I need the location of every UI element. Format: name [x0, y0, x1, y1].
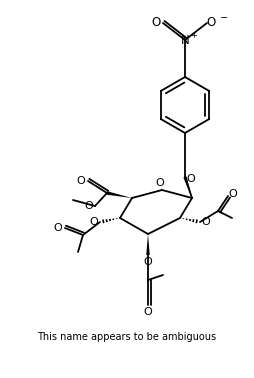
Text: O: O: [144, 257, 152, 267]
Text: O: O: [54, 223, 62, 233]
Text: O: O: [85, 201, 93, 211]
Text: O: O: [229, 189, 237, 199]
Text: O: O: [187, 174, 195, 184]
Text: −: −: [220, 13, 228, 23]
Text: +: +: [190, 31, 197, 39]
Polygon shape: [146, 234, 150, 255]
Text: O: O: [202, 217, 210, 227]
Polygon shape: [183, 177, 192, 198]
Text: O: O: [90, 217, 98, 227]
Text: O: O: [156, 178, 164, 188]
Text: O: O: [144, 307, 152, 317]
Text: O: O: [151, 17, 161, 29]
Polygon shape: [107, 191, 132, 198]
Text: N: N: [181, 34, 189, 46]
Text: This name appears to be ambiguous: This name appears to be ambiguous: [37, 332, 217, 342]
Text: O: O: [77, 176, 85, 186]
Text: O: O: [206, 17, 216, 29]
